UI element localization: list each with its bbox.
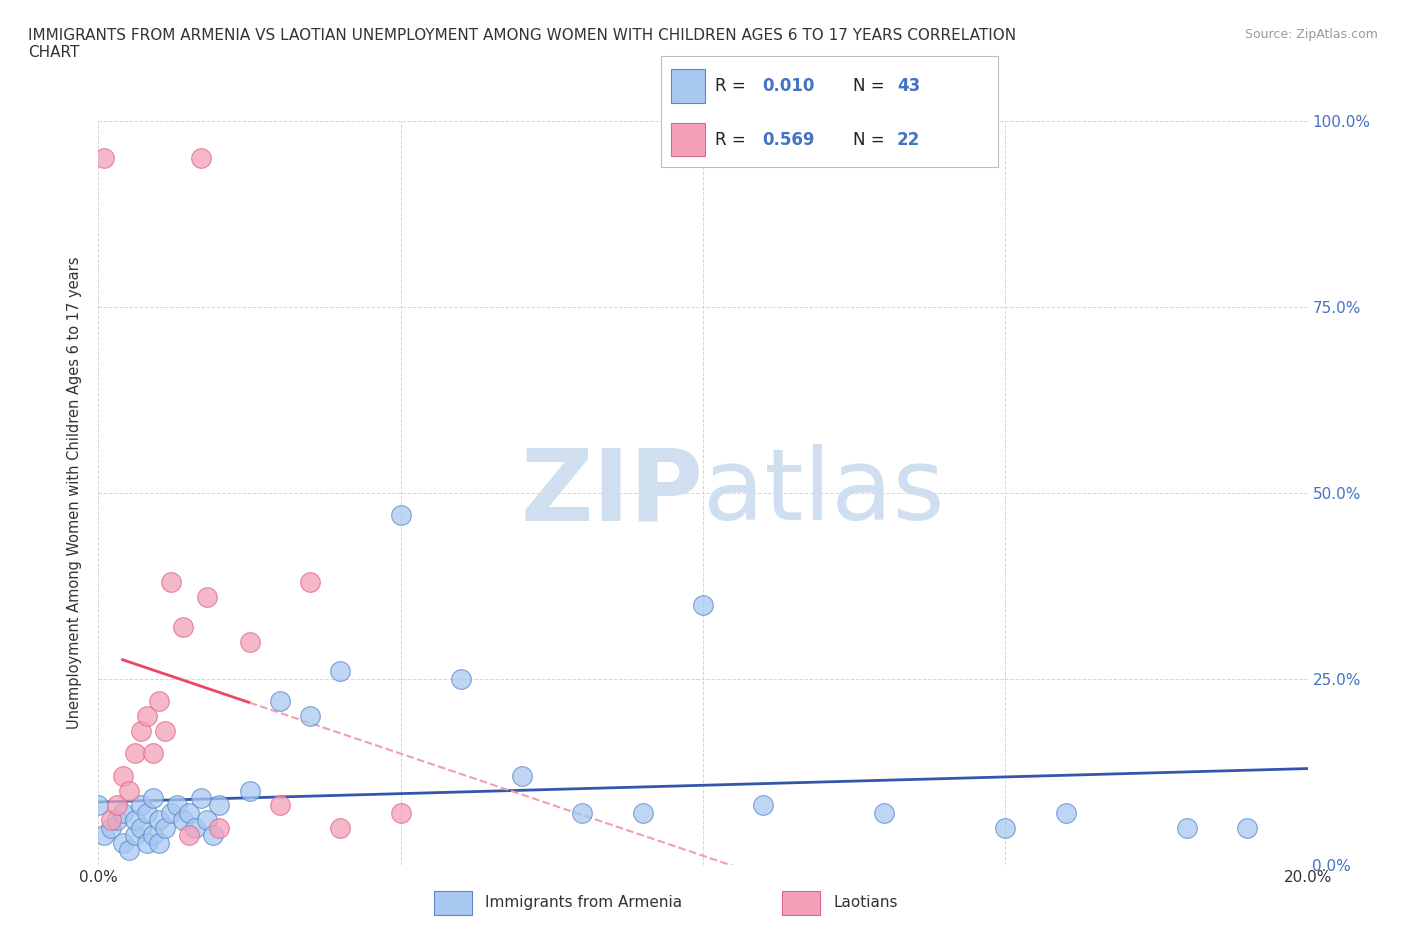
Text: Source: ZipAtlas.com: Source: ZipAtlas.com xyxy=(1244,28,1378,41)
Point xyxy=(111,835,134,850)
Point xyxy=(124,813,146,828)
Point xyxy=(142,828,165,843)
Point xyxy=(129,820,152,835)
Point xyxy=(299,709,322,724)
Point xyxy=(1175,820,1198,835)
Text: Laotians: Laotians xyxy=(832,895,897,910)
Point xyxy=(142,746,165,761)
Point xyxy=(631,805,654,820)
Point xyxy=(239,634,262,649)
Point xyxy=(124,828,146,843)
Point xyxy=(118,783,141,798)
Text: 22: 22 xyxy=(897,130,921,149)
Bar xyxy=(671,123,704,156)
Text: R =: R = xyxy=(714,77,751,95)
Point xyxy=(87,798,110,813)
Point xyxy=(129,724,152,738)
Text: atlas: atlas xyxy=(703,445,945,541)
Point xyxy=(105,798,128,813)
Point xyxy=(93,151,115,166)
Point xyxy=(135,709,157,724)
Point xyxy=(160,805,183,820)
Bar xyxy=(434,891,472,915)
Point xyxy=(329,820,352,835)
Point xyxy=(202,828,225,843)
Point xyxy=(111,805,134,820)
Point xyxy=(118,843,141,857)
Point xyxy=(190,151,212,166)
Point xyxy=(153,724,176,738)
Point xyxy=(179,805,201,820)
Point xyxy=(184,820,207,835)
Bar xyxy=(671,69,704,102)
Point xyxy=(111,768,134,783)
Text: 0.010: 0.010 xyxy=(762,77,814,95)
Text: 0.569: 0.569 xyxy=(762,130,814,149)
Point xyxy=(172,619,194,634)
Point xyxy=(148,813,170,828)
Point xyxy=(135,805,157,820)
Point xyxy=(190,790,212,805)
Point xyxy=(195,590,218,604)
Point xyxy=(329,664,352,679)
Point xyxy=(571,805,593,820)
Bar xyxy=(783,891,821,915)
Point xyxy=(994,820,1017,835)
Text: Immigrants from Armenia: Immigrants from Armenia xyxy=(485,895,682,910)
Point xyxy=(389,805,412,820)
Point xyxy=(160,575,183,590)
Point xyxy=(692,597,714,612)
Point xyxy=(269,798,291,813)
Point xyxy=(100,820,122,835)
Text: ZIP: ZIP xyxy=(520,445,703,541)
Text: N =: N = xyxy=(853,130,890,149)
Text: 43: 43 xyxy=(897,77,921,95)
Point xyxy=(1236,820,1258,835)
Point xyxy=(208,820,231,835)
Point xyxy=(389,508,412,523)
Point xyxy=(148,694,170,709)
Point xyxy=(93,828,115,843)
FancyBboxPatch shape xyxy=(661,56,998,167)
Point xyxy=(752,798,775,813)
Point xyxy=(179,828,201,843)
Point xyxy=(100,813,122,828)
Point xyxy=(239,783,262,798)
Point xyxy=(129,798,152,813)
Point xyxy=(142,790,165,805)
Point xyxy=(208,798,231,813)
Point xyxy=(195,813,218,828)
Point xyxy=(153,820,176,835)
Point xyxy=(450,671,472,686)
Point xyxy=(105,813,128,828)
Point xyxy=(172,813,194,828)
Text: R =: R = xyxy=(714,130,751,149)
Point xyxy=(873,805,896,820)
Point xyxy=(299,575,322,590)
Point xyxy=(269,694,291,709)
Text: N =: N = xyxy=(853,77,890,95)
Point xyxy=(124,746,146,761)
Point xyxy=(1054,805,1077,820)
Point xyxy=(166,798,188,813)
Y-axis label: Unemployment Among Women with Children Ages 6 to 17 years: Unemployment Among Women with Children A… xyxy=(67,257,83,729)
Text: IMMIGRANTS FROM ARMENIA VS LAOTIAN UNEMPLOYMENT AMONG WOMEN WITH CHILDREN AGES 6: IMMIGRANTS FROM ARMENIA VS LAOTIAN UNEMP… xyxy=(28,28,1017,60)
Point xyxy=(148,835,170,850)
Point xyxy=(135,835,157,850)
Point xyxy=(510,768,533,783)
